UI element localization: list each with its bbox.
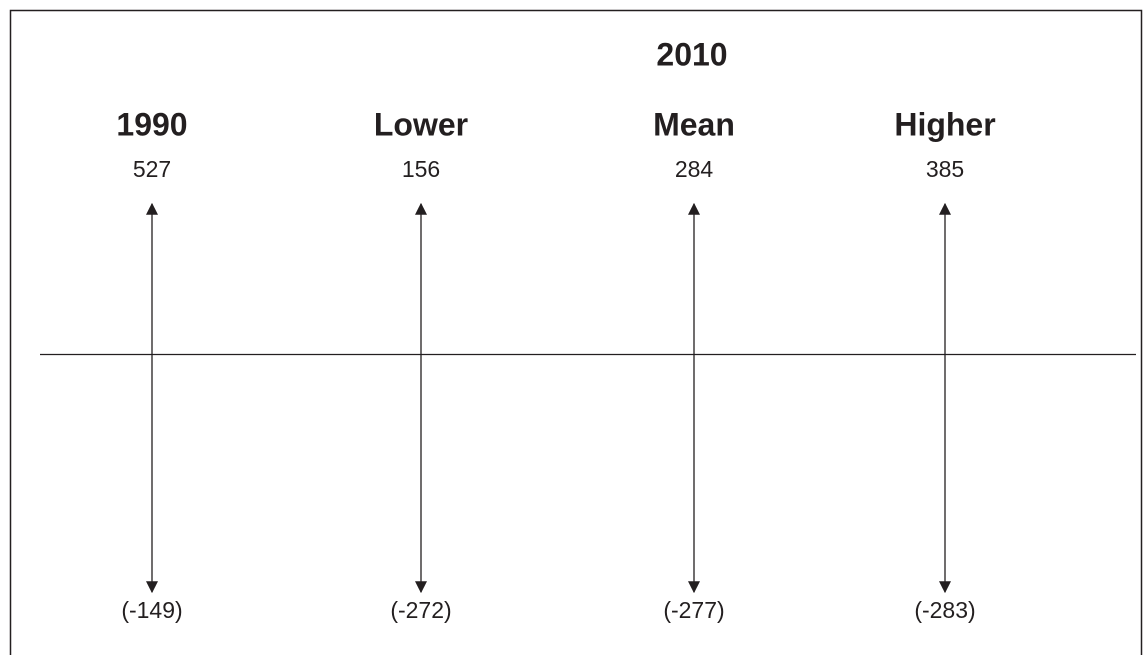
top-value: 527 [133, 156, 171, 182]
column-heading: Higher [894, 106, 995, 142]
bottom-value: (-283) [914, 597, 975, 623]
bottom-value: (-272) [390, 597, 451, 623]
frame [9, 9, 1143, 655]
header: 2010 [656, 36, 727, 72]
top-value: 156 [402, 156, 440, 182]
column-heading: 1990 [116, 106, 187, 142]
bottom-value: (-149) [121, 597, 182, 623]
bottom-value: (-277) [663, 597, 724, 623]
column-heading: Lower [374, 106, 468, 142]
top-value: 385 [926, 156, 964, 182]
column-heading: Mean [653, 106, 735, 142]
top-value: 284 [675, 156, 714, 182]
